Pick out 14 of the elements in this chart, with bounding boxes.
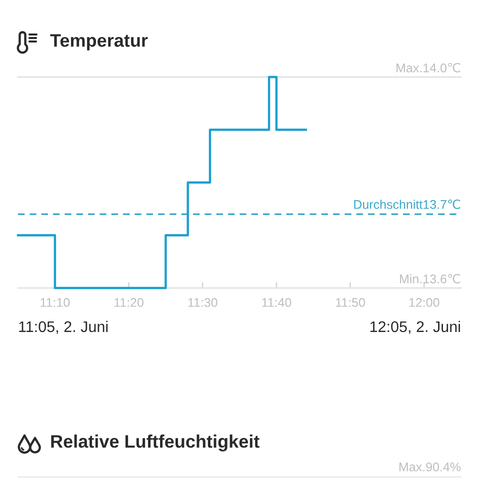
annotation: Min.13.6℃ [400, 274, 460, 284]
x-tick-label: 11:10 [40, 298, 70, 307]
x-tick-label: 11:40 [262, 298, 292, 307]
ref-line-label: Durchschnitt13.7℃ [354, 200, 460, 209]
x-tick-label: 11:30 [188, 298, 218, 307]
text: 12:05, 2. Juni [370, 320, 460, 334]
text: Max.14.0℃ [396, 62, 460, 72]
x-tick-label: 12:00 [409, 298, 440, 307]
x-tick-label: 11:50 [336, 298, 365, 307]
chart-title: Temperatur [50, 34, 148, 50]
text: 11:05, 2. Juni [19, 320, 108, 334]
text: Max.90.4% [400, 462, 461, 472]
text: Relative Luftfeuchtigkeit [51, 434, 260, 452]
x-tick-label: 11:20 [114, 298, 144, 307]
